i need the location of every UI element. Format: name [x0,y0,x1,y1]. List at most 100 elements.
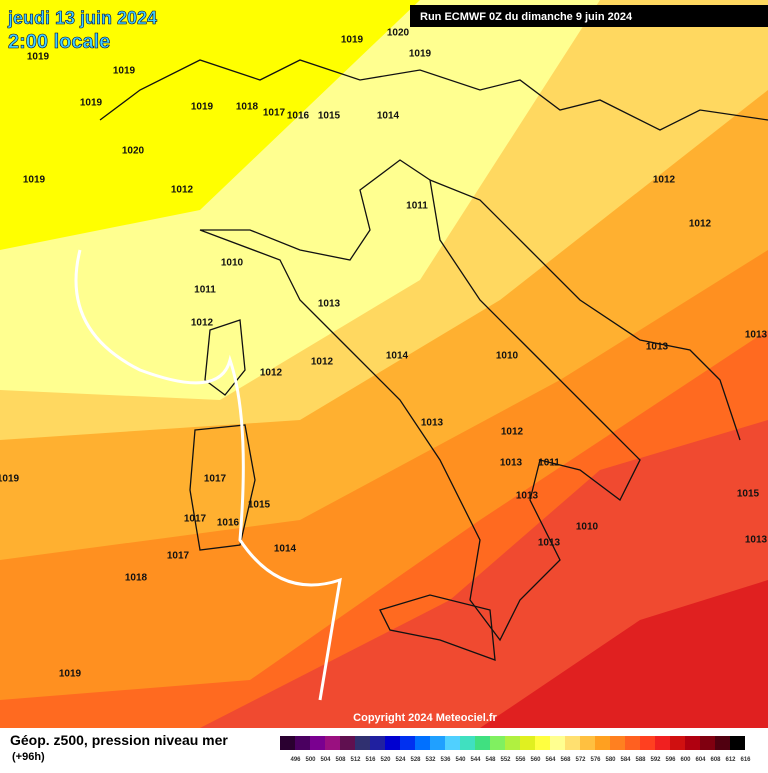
adriatic-coast [429,179,741,441]
sicily [379,594,496,661]
legend-swatch [370,736,385,750]
legend-label: 540 [455,757,466,763]
legend-label: 504 [320,757,331,763]
legend-swatch [670,736,685,750]
pressure-label: 1019 [113,66,136,77]
legend-swatch [310,736,325,750]
legend-label: 608 [710,757,721,763]
legend-swatch [325,736,340,750]
pressure-label: 1013 [745,535,768,546]
run-box [410,5,768,27]
legend-label: 548 [485,757,496,763]
legend-swatch [580,736,595,750]
pressure-label: 1019 [409,49,432,60]
pressure-label: 1016 [287,111,310,122]
legend-swatch [550,736,565,750]
legend-label: 568 [560,757,571,763]
band [0,0,420,250]
pressure-label: 1012 [653,175,676,186]
pressure-label: 1019 [27,52,50,63]
pressure-label: 1020 [387,28,410,39]
pressure-label: 1014 [386,351,409,362]
pressure-label: 1014 [274,544,297,555]
legend-swatch [460,736,475,750]
pressure-label: 1015 [737,489,760,500]
italy [199,159,641,642]
pressure-label: 1013 [538,538,561,549]
legend-swatch [385,736,400,750]
legend-label: 600 [680,757,691,763]
pressure-label: 1013 [516,491,539,502]
legend-label: 512 [350,757,361,763]
coastlines [99,59,768,661]
legend-swatch [505,736,520,750]
pressure-label: 1013 [646,342,669,353]
legend-swatch [475,736,490,750]
legend-label: 584 [620,757,631,763]
legend: 496 500 504 508 512 516 520 524 528 532 536 540 544 5… [280,736,751,763]
sardinia [189,424,256,551]
legend-label: 572 [575,757,586,763]
pressure-label: 1018 [236,102,259,113]
pressure-label: 1019 [23,175,46,186]
pressure-label: 1010 [221,258,244,269]
pressure-label: 1010 [576,522,599,533]
legend-label: 560 [530,757,541,763]
pressure-label: 1019 [59,669,82,680]
run-info: Run ECMWF 0Z du dimanche 9 juin 2024 [420,11,633,23]
pressure-label: 1013 [318,299,341,310]
legend-swatch [340,736,355,750]
legend-swatch [490,736,505,750]
pressure-label: 1019 [0,474,20,485]
pressure-label: 1012 [501,427,524,438]
legend-swatch [655,736,670,750]
legend-label: 596 [665,757,676,763]
contour-line [74,249,342,701]
copyright: Copyright 2024 Meteociel.fr [353,712,497,724]
legend-swatch [535,736,550,750]
pressure-label: 1013 [421,418,444,429]
legend-label: 564 [545,757,556,763]
legend-swatch [700,736,715,750]
legend-swatch [640,736,655,750]
legend-swatch [445,736,460,750]
legend-label: 500 [305,757,316,763]
pressure-label: 1020 [122,146,145,157]
legend-swatch [430,736,445,750]
pressure-label: 1015 [318,111,341,122]
pressure-label: 1019 [341,35,364,46]
pressure-label: 1015 [248,500,271,511]
pressure-label: 1013 [500,458,523,469]
date: jeudi 13 juin 2024 [7,8,157,28]
legend-swatch [715,736,730,750]
legend-label: 524 [395,757,406,763]
legend-label: 616 [740,757,751,763]
legend-swatch [400,736,415,750]
pressure-label: 1019 [191,102,214,113]
pressure-label: 1017 [184,514,207,525]
pressure-label: 1012 [171,185,194,196]
contour-558 [74,249,342,701]
legend-swatch [520,736,535,750]
legend-label: 612 [725,757,736,763]
legend-label: 544 [470,757,481,763]
legend-swatch [415,736,430,750]
legend-label: 536 [440,757,451,763]
pressure-label: 1017 [204,474,227,485]
legend-label: 532 [425,757,436,763]
legend-swatch [625,736,640,750]
pressure-label: 1018 [125,573,148,584]
legend-label: 520 [380,757,391,763]
legend-label: 496 [290,757,301,763]
pressure-label: 1017 [167,551,190,562]
pressure-label: 1013 [745,330,768,341]
legend-swatch [280,736,295,750]
legend-swatch [610,736,625,750]
pressure-label: 1012 [311,357,334,368]
legend-swatch [685,736,700,750]
legend-swatch [565,736,580,750]
pressure-label: 1011 [538,458,560,469]
legend-swatch [595,736,610,750]
legend-label: 592 [650,757,661,763]
pressure-label: 1012 [191,318,214,329]
